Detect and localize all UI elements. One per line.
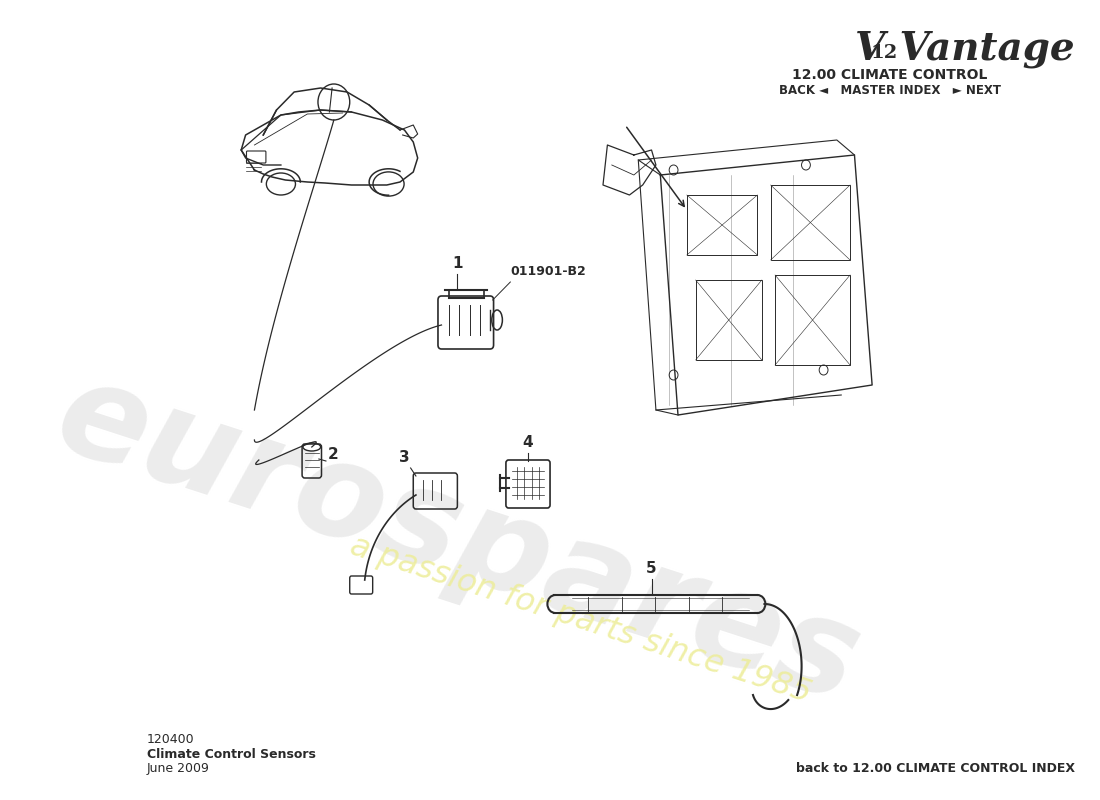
Bar bbox=[771, 185, 850, 260]
Text: 12: 12 bbox=[870, 44, 898, 62]
Text: 011901-B2: 011901-B2 bbox=[510, 265, 586, 278]
Text: June 2009: June 2009 bbox=[146, 762, 210, 775]
Text: 3: 3 bbox=[399, 450, 410, 465]
Bar bbox=[776, 275, 850, 365]
Text: 4: 4 bbox=[522, 435, 534, 450]
Text: 5: 5 bbox=[646, 561, 657, 576]
Text: BACK ◄   MASTER INDEX   ► NEXT: BACK ◄ MASTER INDEX ► NEXT bbox=[779, 84, 1001, 97]
Text: Vantage: Vantage bbox=[887, 30, 1075, 68]
Bar bbox=[695, 280, 762, 360]
Text: 120400: 120400 bbox=[146, 733, 195, 746]
Text: a passion for parts since 1985: a passion for parts since 1985 bbox=[346, 530, 815, 710]
Text: 2: 2 bbox=[328, 447, 339, 462]
Text: back to 12.00 CLIMATE CONTROL INDEX: back to 12.00 CLIMATE CONTROL INDEX bbox=[796, 762, 1075, 775]
Text: 1: 1 bbox=[452, 256, 463, 271]
Text: V: V bbox=[855, 30, 884, 68]
Text: 12.00 CLIMATE CONTROL: 12.00 CLIMATE CONTROL bbox=[792, 68, 988, 82]
Text: Climate Control Sensors: Climate Control Sensors bbox=[146, 748, 316, 761]
Bar bbox=[686, 195, 758, 255]
Text: eurospares: eurospares bbox=[41, 350, 874, 730]
